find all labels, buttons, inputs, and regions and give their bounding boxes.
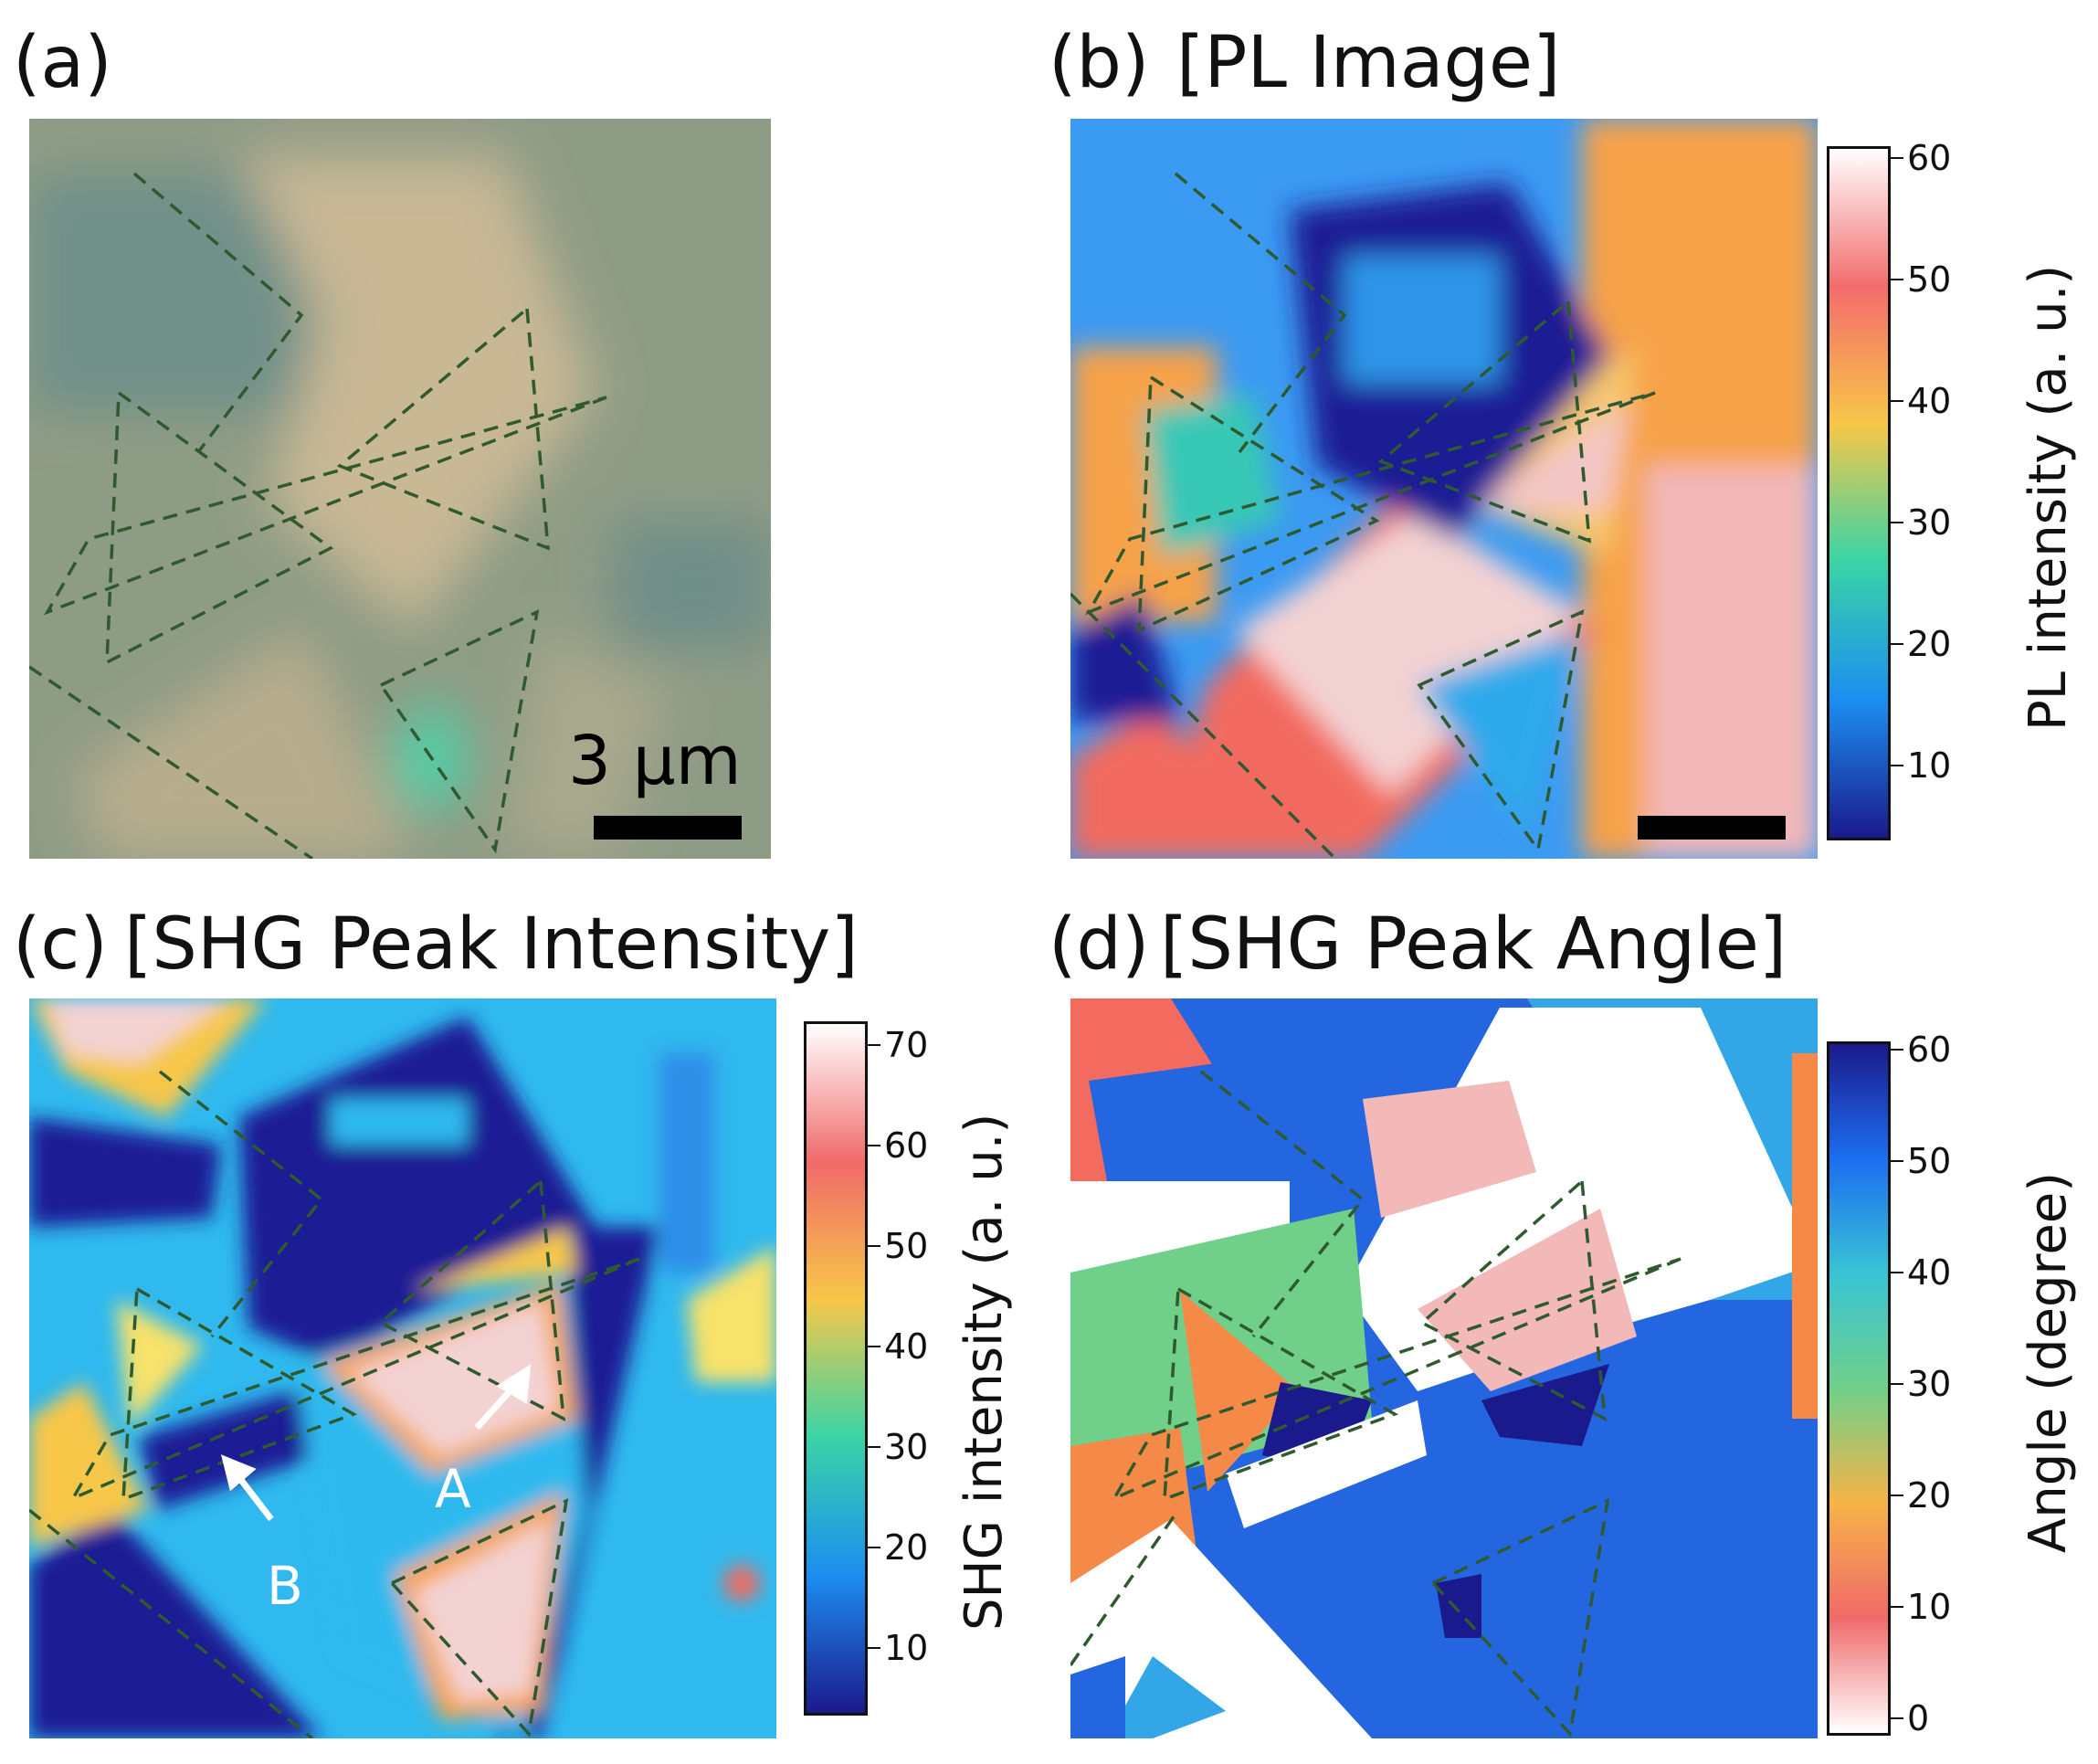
angle-colorbar-gradient xyxy=(1827,1041,1891,1736)
shg-tick: 40 xyxy=(884,1326,929,1367)
shg-tick: 70 xyxy=(884,1025,929,1065)
shg-colorbar: 70 60 50 40 30 20 10 xyxy=(804,1021,928,1716)
angle-tick: 40 xyxy=(1907,1252,1952,1293)
shg-tick: 30 xyxy=(884,1427,929,1467)
shg-angle-map xyxy=(1070,998,1818,1738)
annotation-a: A xyxy=(435,1458,471,1520)
pl-image-panel xyxy=(1070,119,1818,859)
panel-b-title: [PL Image] xyxy=(1176,22,1561,104)
angle-colorbar-label: Angle (degree) xyxy=(2019,1171,2078,1553)
optical-image-panel xyxy=(29,119,771,859)
panel-d-title: [SHG Peak Angle] xyxy=(1160,903,1787,986)
pl-tick: 50 xyxy=(1907,259,1952,300)
pl-colorbar-gradient xyxy=(1827,146,1891,840)
scale-bar-label: 3 μm xyxy=(568,722,742,800)
annotation-b: B xyxy=(267,1555,303,1617)
shg-colorbar-label: SHG intensity (a. u.) xyxy=(954,1113,1014,1631)
shg-intensity-panel xyxy=(29,998,776,1738)
pl-tick: 20 xyxy=(1907,624,1952,664)
angle-tick: 30 xyxy=(1907,1364,1952,1404)
angle-tick: 50 xyxy=(1907,1141,1952,1181)
shg-tick: 10 xyxy=(884,1628,929,1668)
pl-tick: 60 xyxy=(1907,138,1952,178)
pl-colorbar-label: PL intensity (a. u.) xyxy=(2019,264,2078,731)
shg-intensity-map xyxy=(29,998,776,1738)
shg-tick: 20 xyxy=(884,1527,929,1568)
scale-bar-b xyxy=(1638,816,1786,840)
shg-tick: 50 xyxy=(884,1226,929,1266)
panel-c-title: [SHG Peak Intensity] xyxy=(124,903,859,986)
panel-d-label: (d) xyxy=(1049,903,1150,986)
pl-tick: 40 xyxy=(1907,381,1952,421)
angle-tick: 10 xyxy=(1907,1587,1952,1627)
pl-map xyxy=(1070,119,1818,859)
shg-tick: 60 xyxy=(884,1125,929,1166)
angle-tick: 20 xyxy=(1907,1475,1952,1516)
shg-colorbar-gradient xyxy=(804,1021,868,1716)
panel-b-label: (b) xyxy=(1049,22,1150,104)
angle-tick: 0 xyxy=(1907,1698,1930,1738)
pl-colorbar: 60 50 40 30 20 10 xyxy=(1827,141,1951,840)
angle-colorbar: 60 50 40 30 20 10 0 xyxy=(1827,1032,1951,1738)
angle-tick: 60 xyxy=(1907,1030,1952,1070)
panel-c-label: (c) xyxy=(13,903,108,986)
shg-angle-panel xyxy=(1070,998,1818,1738)
panel-a-label: (a) xyxy=(13,22,112,104)
optical-image xyxy=(29,119,771,859)
pl-tick: 30 xyxy=(1907,502,1952,543)
pl-tick: 10 xyxy=(1907,745,1952,786)
scale-bar-a xyxy=(594,816,742,840)
